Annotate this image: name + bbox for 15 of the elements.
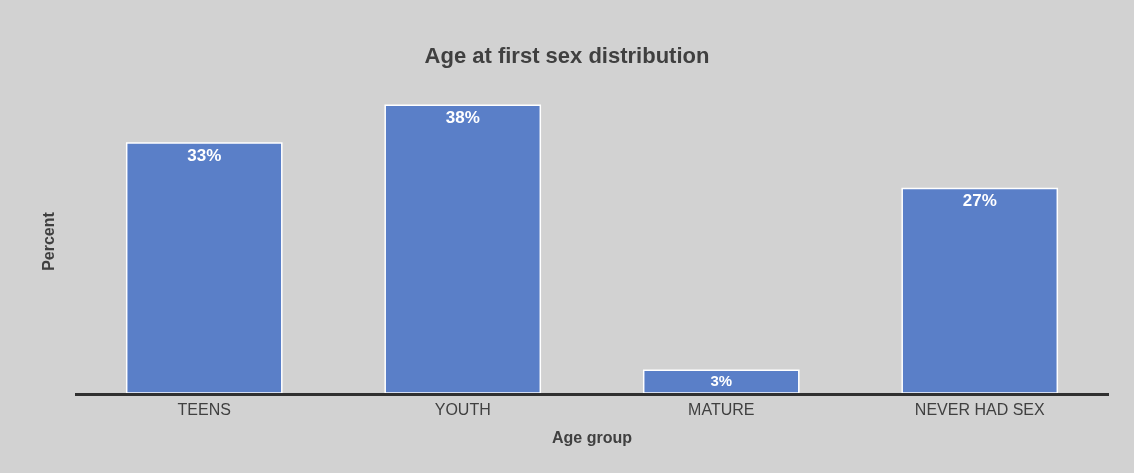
y-axis-title: Percent [39,211,57,271]
data-label: 27% [962,191,997,211]
bar [901,187,1059,393]
data-label: 38% [445,108,480,128]
x-tick-label: YOUTH [434,401,491,419]
bar [642,369,800,393]
data-label: 33% [187,146,222,166]
data-label: 3% [710,372,733,390]
x-axis-title: Age group [552,428,633,446]
x-tick-label: MATURE [688,401,755,419]
x-tick-label: TEENS [177,401,231,419]
bar [384,104,542,393]
x-tick-label: NEVER HAD SEX [914,401,1045,419]
bar [125,142,283,393]
chart-title: Age at first sex distribution [424,42,710,68]
